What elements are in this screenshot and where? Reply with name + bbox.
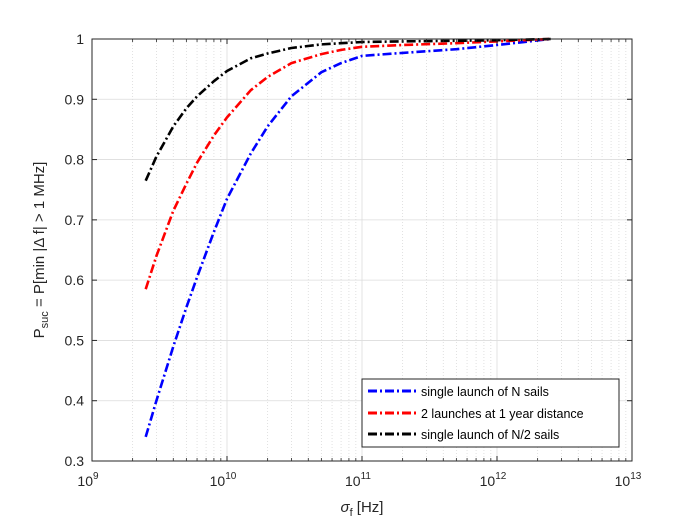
legend-entry: 2 launches at 1 year distance xyxy=(368,407,584,421)
x-tick-label: 1012 xyxy=(480,471,507,489)
y-tick-label: 0.4 xyxy=(65,393,85,409)
x-tick-label: 109 xyxy=(77,471,99,489)
legend-label: single launch of N/2 sails xyxy=(421,428,559,442)
y-tick-label: 0.3 xyxy=(65,453,85,469)
y-tick-label: 0.9 xyxy=(65,91,85,107)
y-tick-labels: 0.3 0.4 0.5 0.6 0.7 0.8 0.9 1 xyxy=(65,31,85,469)
x-tick-label: 1011 xyxy=(345,471,371,489)
legend-entry: single launch of N sails xyxy=(368,385,549,399)
y-tick-label: 0.7 xyxy=(65,212,85,228)
y-axis-label: Psuc = P[min |Δ f| > 1 MHz] xyxy=(31,162,51,339)
ticks xyxy=(91,38,633,462)
legend: single launch of N sails 2 launches at 1… xyxy=(361,378,620,448)
x-tick-label: 1013 xyxy=(615,471,642,489)
x-axis-label: σf [Hz] xyxy=(341,499,384,519)
x-tick-labels: 109 1010 1011 1012 1013 xyxy=(77,471,641,489)
series-line xyxy=(144,37,551,290)
series-line xyxy=(144,37,551,438)
y-tick-label: 0.6 xyxy=(65,272,85,288)
x-tick-label: 1010 xyxy=(210,471,237,489)
y-tick-label: 0.8 xyxy=(65,152,85,168)
legend-label: 2 launches at 1 year distance xyxy=(421,407,584,421)
y-tick-label: 0.5 xyxy=(65,332,85,348)
legend-entry: single launch of N/2 sails xyxy=(368,428,559,442)
series-line xyxy=(144,37,551,182)
y-tick-label: 1 xyxy=(76,31,84,47)
series-group xyxy=(144,37,551,438)
legend-label: single launch of N sails xyxy=(421,385,549,399)
